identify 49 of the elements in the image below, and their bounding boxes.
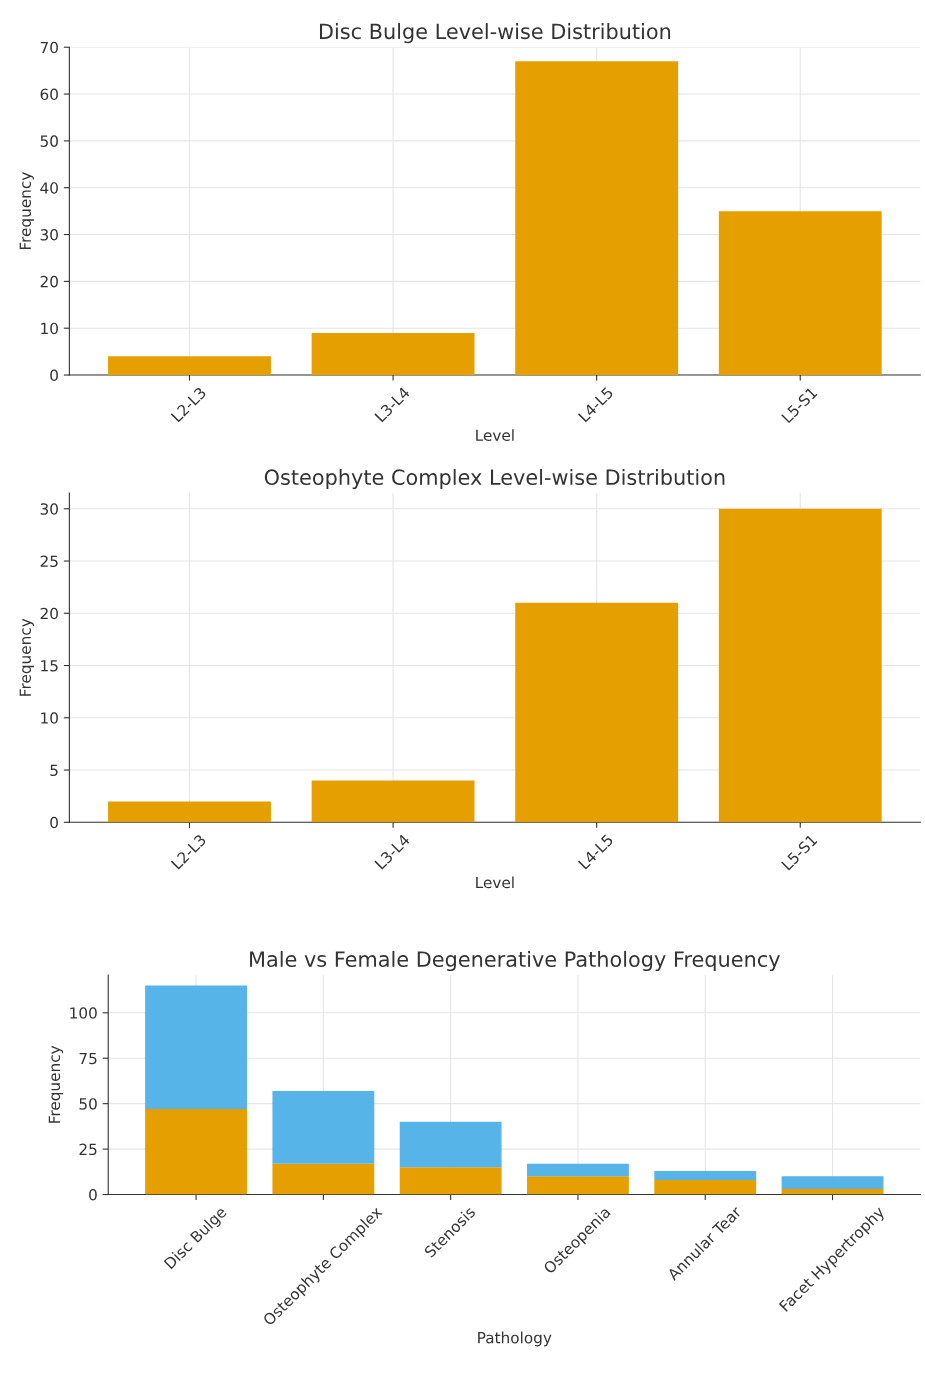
y-tick-label: 60 [40, 88, 58, 101]
y-tick-label: 10 [41, 322, 58, 335]
y-tick-label: 30 [40, 503, 58, 515]
bar [145, 985, 247, 1110]
y-tick-label: 10 [41, 712, 58, 724]
bar [311, 332, 475, 376]
bar [781, 1189, 884, 1195]
bar [145, 1109, 247, 1195]
y-tick-label: 25 [79, 1143, 97, 1156]
bar [515, 602, 679, 823]
y-tick-label: 0 [50, 816, 58, 829]
y-axis-title: Frequency [48, 1045, 64, 1123]
bar [311, 780, 475, 823]
x-axis-title: Pathology [478, 1331, 552, 1347]
bar [654, 1170, 757, 1180]
y-tick-label: 50 [79, 1098, 97, 1110]
y-tick-label: 20 [40, 275, 58, 288]
y-tick-label: 0 [50, 369, 58, 382]
x-axis-title: Level [476, 876, 514, 889]
bar [527, 1176, 629, 1195]
y-tick-label: 5 [50, 764, 58, 777]
y-tick-label: 40 [40, 182, 58, 194]
bar [399, 1167, 502, 1195]
bar [718, 508, 882, 823]
bar [272, 1163, 375, 1195]
x-axis-title: Level [476, 429, 514, 442]
y-tick-label: 50 [40, 135, 58, 147]
y-tick-label: 0 [89, 1189, 97, 1201]
bar [654, 1180, 757, 1195]
bar [781, 1176, 884, 1190]
y-tick-label: 75 [79, 1052, 97, 1065]
bar [108, 801, 271, 823]
chart-title: Osteophyte Complex Level-wise Distribution [264, 468, 725, 490]
y-tick-label: 20 [40, 607, 58, 620]
y-tick-label: 25 [40, 555, 58, 568]
y-axis-title: Frequency [19, 172, 34, 250]
y-tick-label: 70 [40, 41, 58, 54]
y-axis-title: Frequency [19, 618, 34, 696]
bar [272, 1090, 375, 1164]
bar [399, 1121, 502, 1168]
chart-title: Disc Bulge Level-wise Distribution [319, 23, 671, 44]
bar [527, 1163, 629, 1177]
bar [108, 356, 271, 376]
y-tick-label: 30 [40, 229, 58, 241]
y-tick-label: 100 [70, 1007, 97, 1019]
bar [718, 211, 882, 376]
y-tick-label: 15 [41, 660, 58, 672]
chart-title: Male vs Female Degenerative Pathology Frequency [250, 950, 780, 972]
bar [515, 61, 679, 376]
